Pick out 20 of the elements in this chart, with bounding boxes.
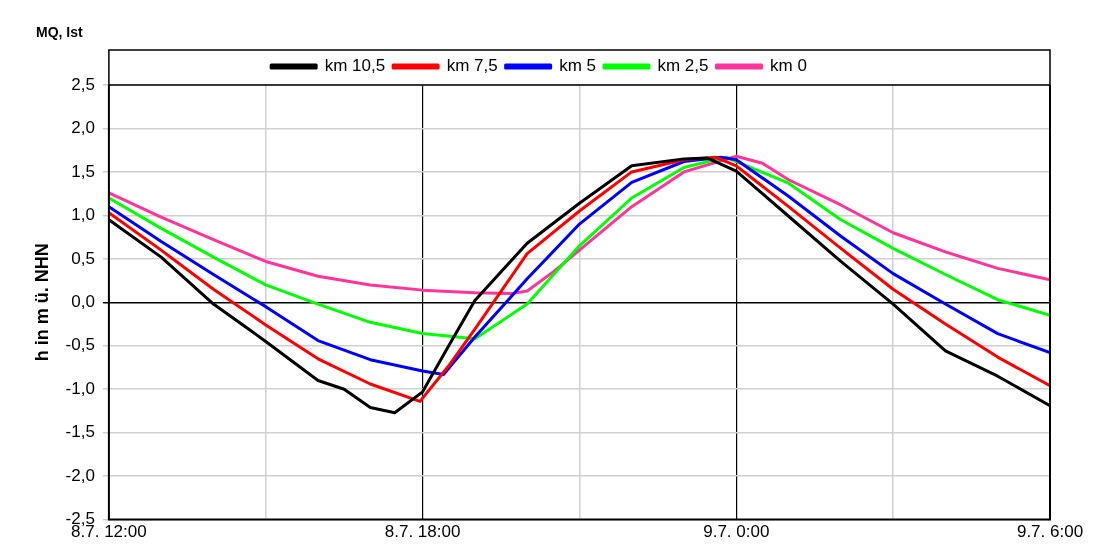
y-axis-title: h in m ü. NHN (31, 243, 52, 362)
legend-label: km 2,5 (657, 56, 709, 76)
x-tick-label: 9.7. 6:00 (1016, 522, 1084, 542)
y-tick-label: 0,0 (71, 291, 95, 311)
x-tick-label: 9.7. 0:00 (703, 522, 770, 542)
chart-title: MQ, Ist (36, 24, 83, 40)
x-tick-label: 8.7. 18:00 (384, 522, 461, 542)
legend-label: km 7,5 (446, 56, 498, 76)
y-tick-label: -1,5 (65, 422, 95, 442)
y-tick-label: 0,5 (71, 248, 95, 268)
y-tick-label: 1,5 (71, 161, 95, 181)
legend-label: km 0 (770, 56, 807, 76)
y-tick-label: 2,5 (71, 74, 95, 94)
y-tick-label: -2,0 (65, 465, 95, 485)
legend-label: km 10,5 (324, 56, 386, 76)
legend-label: km 5 (559, 56, 596, 76)
y-tick-label: -1,0 (65, 378, 95, 398)
y-tick-label: 1,0 (71, 205, 95, 225)
y-tick-label: 2,0 (71, 118, 95, 138)
y-tick-label: -0,5 (65, 335, 95, 355)
